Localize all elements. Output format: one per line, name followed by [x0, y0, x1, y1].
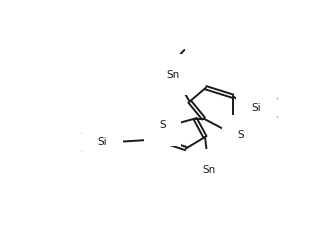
Text: Si: Si: [98, 137, 108, 147]
Text: S: S: [237, 131, 244, 141]
Text: Sn: Sn: [167, 70, 180, 80]
Text: Sn: Sn: [202, 165, 215, 175]
Text: S: S: [159, 120, 166, 130]
Text: Si: Si: [252, 103, 261, 113]
